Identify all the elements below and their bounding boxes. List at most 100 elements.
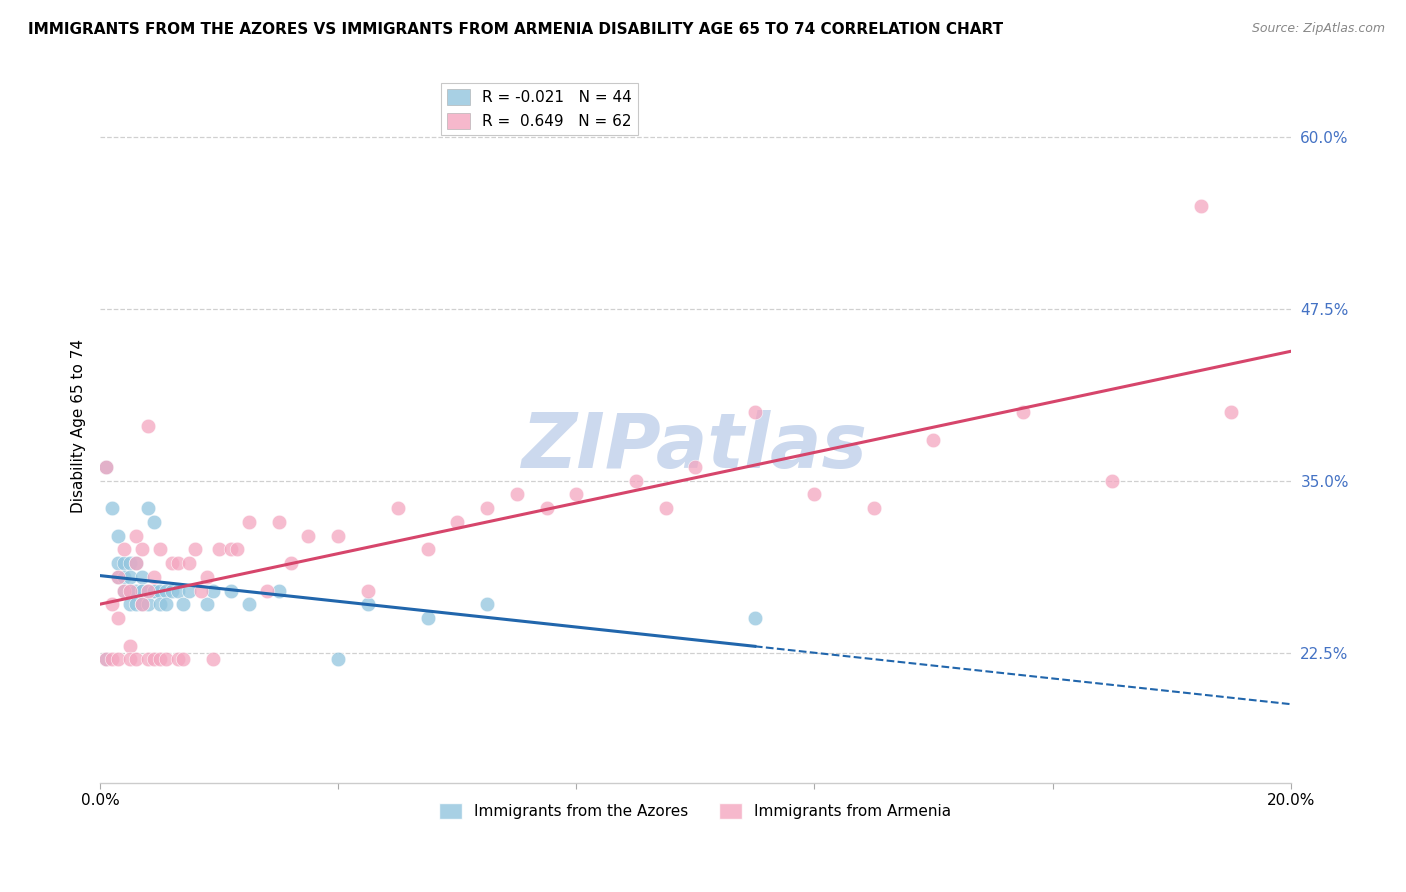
Point (136, 501, 159, 516)
Point (357, 583, 380, 598)
Point (125, 583, 148, 598)
Point (190, 583, 212, 598)
Point (131, 583, 153, 598)
Point (118, 570, 141, 584)
Text: IMMIGRANTS FROM THE AZORES VS IMMIGRANTS FROM ARMENIA DISABILITY AGE 65 TO 74 CO: IMMIGRANTS FROM THE AZORES VS IMMIGRANTS… (28, 22, 1004, 37)
Point (136, 598, 159, 612)
Point (297, 529, 319, 543)
Point (238, 598, 260, 612)
Point (131, 583, 153, 598)
Point (387, 501, 409, 516)
Point (155, 652, 177, 666)
Point (219, 583, 242, 598)
Point (160, 556, 183, 570)
Point (922, 433, 945, 447)
Point (155, 583, 177, 598)
Point (94, 652, 117, 666)
Point (107, 652, 129, 666)
Point (238, 515, 260, 529)
Point (446, 515, 468, 529)
Point (118, 583, 141, 598)
Point (142, 652, 165, 666)
Point (118, 583, 141, 598)
Point (107, 529, 129, 543)
Point (654, 501, 676, 516)
Point (208, 542, 231, 557)
Point (536, 501, 558, 516)
Legend: Immigrants from the Azores, Immigrants from Armenia: Immigrants from the Azores, Immigrants f… (433, 797, 957, 825)
Point (166, 556, 188, 570)
Text: Source: ZipAtlas.com: Source: ZipAtlas.com (1251, 22, 1385, 36)
Point (226, 542, 249, 557)
Point (744, 405, 766, 419)
Point (107, 570, 129, 584)
Point (142, 515, 165, 529)
Y-axis label: Disability Age 65 to 74: Disability Age 65 to 74 (72, 339, 86, 513)
Point (94, 460, 117, 475)
Point (803, 487, 825, 501)
Point (1011, 405, 1033, 419)
Point (125, 598, 148, 612)
Point (101, 598, 124, 612)
Point (149, 583, 172, 598)
Point (685, 460, 707, 475)
Point (863, 501, 886, 516)
Point (280, 556, 302, 570)
Point (107, 556, 129, 570)
Point (256, 583, 278, 598)
Point (107, 570, 129, 584)
Point (1101, 474, 1123, 488)
Point (475, 501, 498, 516)
Point (202, 652, 225, 666)
Point (166, 583, 188, 598)
Point (506, 487, 529, 501)
Point (624, 474, 647, 488)
Point (166, 652, 188, 666)
Point (149, 598, 172, 612)
Point (267, 583, 290, 598)
Point (744, 611, 766, 625)
Point (125, 556, 148, 570)
Point (125, 556, 148, 570)
Point (125, 652, 148, 666)
Point (1189, 199, 1212, 213)
Point (416, 542, 439, 557)
Point (149, 652, 172, 666)
Point (131, 598, 153, 612)
Point (267, 515, 290, 529)
Point (118, 598, 141, 612)
Point (160, 583, 183, 598)
Point (202, 583, 225, 598)
Point (112, 583, 135, 598)
Point (136, 583, 159, 598)
Point (475, 598, 498, 612)
Point (118, 556, 141, 570)
Point (142, 583, 165, 598)
Point (357, 598, 380, 612)
Point (118, 652, 141, 666)
Point (136, 652, 159, 666)
Point (118, 639, 141, 653)
Point (136, 583, 159, 598)
Point (195, 570, 218, 584)
Point (155, 598, 177, 612)
Point (328, 529, 350, 543)
Point (94, 652, 117, 666)
Point (125, 529, 148, 543)
Point (107, 611, 129, 625)
Point (94, 460, 117, 475)
Point (219, 542, 242, 557)
Point (195, 598, 218, 612)
Point (112, 570, 135, 584)
Point (142, 570, 165, 584)
Point (131, 570, 153, 584)
Point (184, 542, 207, 557)
Point (565, 487, 588, 501)
Point (172, 652, 194, 666)
Point (179, 583, 201, 598)
Text: ZIPatlas: ZIPatlas (523, 410, 869, 484)
Point (101, 652, 124, 666)
Point (179, 556, 201, 570)
Point (112, 556, 135, 570)
Point (172, 598, 194, 612)
